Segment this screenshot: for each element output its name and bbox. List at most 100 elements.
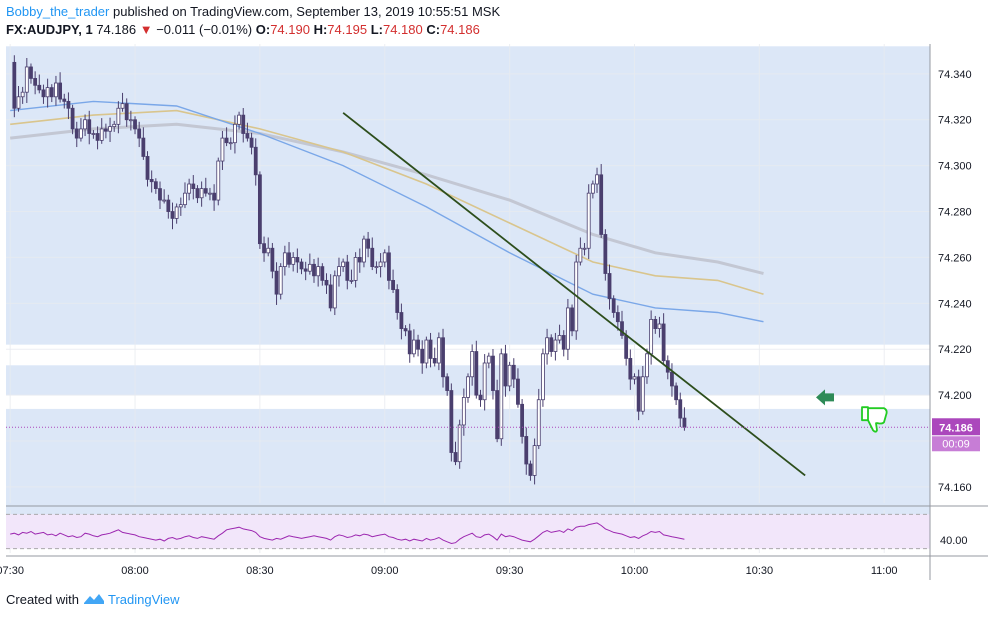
candle-body bbox=[128, 119, 133, 122]
candle-body bbox=[29, 66, 33, 79]
candle-body bbox=[349, 279, 354, 282]
candle-body bbox=[661, 323, 666, 362]
candle-body bbox=[407, 330, 412, 355]
ma-fast-line bbox=[10, 100, 764, 323]
candle-body bbox=[203, 188, 208, 194]
candle-body bbox=[145, 156, 150, 180]
candle-body bbox=[99, 128, 104, 141]
candle-body bbox=[482, 362, 487, 401]
price-tick-label: 74.160 bbox=[938, 482, 972, 494]
author-link[interactable]: Bobby_the_trader bbox=[6, 4, 110, 19]
candle-body bbox=[116, 107, 121, 125]
candle-body bbox=[266, 247, 271, 254]
candle-body bbox=[166, 199, 171, 212]
candle-body bbox=[520, 403, 525, 437]
candle-body bbox=[91, 133, 96, 135]
candle-body bbox=[507, 364, 512, 387]
open-label: O: bbox=[255, 22, 271, 37]
candle-body bbox=[103, 128, 108, 132]
price-tick-label: 74.280 bbox=[938, 207, 972, 219]
candle-body bbox=[399, 312, 404, 329]
candle-body bbox=[557, 335, 562, 341]
candle-body bbox=[320, 266, 325, 281]
candle-body bbox=[16, 96, 21, 109]
rsi-tick-label: 40.00 bbox=[940, 535, 968, 547]
candle-body bbox=[337, 266, 341, 277]
time-tick-label: 09:00 bbox=[371, 565, 399, 577]
candle-body bbox=[45, 87, 50, 98]
candle-body bbox=[345, 261, 350, 281]
candle-body bbox=[141, 137, 146, 157]
candle-body bbox=[615, 312, 620, 323]
candle-body bbox=[561, 335, 566, 350]
candle-body bbox=[549, 337, 554, 352]
candle-body bbox=[216, 160, 221, 201]
candle-body bbox=[324, 279, 329, 286]
candle-body bbox=[112, 123, 117, 128]
candle-body bbox=[124, 103, 129, 121]
candle-body bbox=[649, 318, 654, 355]
candle-body bbox=[241, 114, 246, 134]
candle-body bbox=[382, 252, 387, 263]
ma-slow-line bbox=[10, 122, 764, 275]
candle-body bbox=[183, 192, 187, 206]
candle-body bbox=[474, 351, 479, 396]
candle-body bbox=[466, 376, 470, 398]
tradingview-brand[interactable]: TradingView bbox=[108, 592, 180, 607]
candle-body bbox=[478, 394, 483, 401]
candle-body bbox=[170, 211, 175, 219]
candle-body bbox=[653, 318, 658, 329]
price-change: −0.011 (−0.01%) bbox=[156, 22, 253, 37]
time-tick-label: 08:00 bbox=[121, 565, 149, 577]
time-tick-label: 09:30 bbox=[496, 565, 524, 577]
candle-body bbox=[516, 378, 520, 405]
candle-body bbox=[95, 133, 100, 141]
candle-body bbox=[149, 179, 154, 183]
candle-body bbox=[628, 358, 633, 380]
time-tick-label: 11:00 bbox=[871, 565, 898, 577]
candle-body bbox=[570, 307, 574, 332]
candle-body bbox=[624, 335, 629, 359]
candle-body bbox=[295, 257, 300, 263]
low-label: L: bbox=[370, 22, 383, 37]
candle-body bbox=[195, 188, 200, 199]
candle-body bbox=[62, 98, 67, 102]
candle-body bbox=[370, 247, 375, 268]
publisher-line: Bobby_the_trader published on TradingVie… bbox=[6, 4, 500, 19]
candle-body bbox=[357, 257, 362, 263]
candle-body bbox=[511, 364, 516, 380]
symbol-legend: FX:AUDJPY, 1 74.186 ▼ −0.011 (−0.01%) O:… bbox=[6, 22, 480, 37]
candle-body bbox=[108, 126, 112, 132]
candle-body bbox=[257, 174, 262, 245]
candle-body bbox=[37, 84, 42, 91]
candle-body bbox=[578, 247, 583, 263]
candle-body bbox=[470, 351, 475, 378]
candle-body bbox=[565, 307, 570, 350]
high-value: 74.195 bbox=[327, 22, 368, 37]
candle-body bbox=[391, 279, 395, 290]
candle-body bbox=[603, 234, 608, 274]
open-value: 74.190 bbox=[270, 22, 310, 37]
candle-body bbox=[274, 270, 279, 295]
candle-body bbox=[486, 355, 491, 364]
price-tick-label: 74.340 bbox=[938, 69, 972, 81]
candle-body bbox=[582, 247, 587, 250]
time-tick-label: 08:30 bbox=[246, 565, 274, 577]
price-tick-label: 74.240 bbox=[938, 298, 972, 310]
candle-body bbox=[670, 371, 674, 387]
candle-body bbox=[528, 463, 533, 476]
candle-body bbox=[449, 390, 454, 453]
candle-body bbox=[249, 137, 254, 148]
candle-body bbox=[403, 328, 408, 332]
candle-body bbox=[153, 181, 158, 189]
candle-body bbox=[24, 66, 29, 93]
candle-body bbox=[224, 137, 229, 144]
candle-body bbox=[278, 266, 283, 295]
candle-body bbox=[303, 268, 308, 272]
tradingview-logo-icon bbox=[83, 594, 104, 604]
candle-body bbox=[41, 89, 46, 98]
left-arrow-icon bbox=[816, 389, 834, 406]
candle-body bbox=[162, 199, 167, 202]
candle-body bbox=[395, 289, 400, 313]
